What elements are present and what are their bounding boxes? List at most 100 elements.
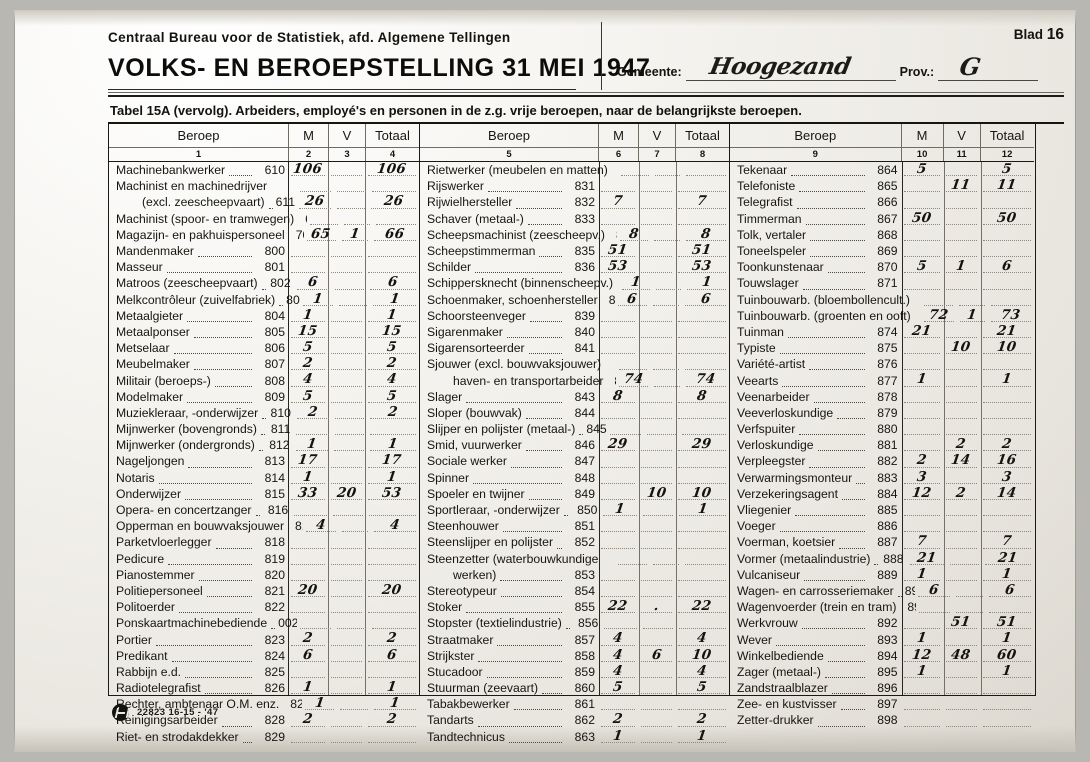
- total-count-cell[interactable]: 51: [980, 614, 1034, 631]
- male-count-cell[interactable]: 1: [901, 630, 943, 647]
- total-count-cell[interactable]: 8: [683, 226, 729, 243]
- total-count-cell[interactable]: [980, 275, 1034, 291]
- total-count-cell[interactable]: 5: [365, 388, 419, 405]
- male-count-cell[interactable]: 17: [288, 452, 328, 469]
- female-count-cell[interactable]: [337, 696, 370, 712]
- male-count-cell[interactable]: 1: [288, 469, 328, 486]
- male-count-cell[interactable]: [901, 518, 943, 534]
- male-count-cell[interactable]: [307, 211, 341, 227]
- female-count-cell[interactable]: [328, 243, 365, 259]
- total-count-cell[interactable]: 1: [676, 501, 729, 518]
- total-count-cell[interactable]: [675, 583, 729, 599]
- female-count-cell[interactable]: [943, 372, 980, 388]
- female-count-cell[interactable]: [328, 583, 365, 599]
- female-count-cell[interactable]: [332, 421, 367, 437]
- total-count-cell[interactable]: 6: [367, 274, 419, 291]
- male-count-cell[interactable]: 5: [288, 388, 328, 405]
- total-count-cell[interactable]: 2: [980, 436, 1034, 453]
- male-count-cell[interactable]: [901, 712, 943, 728]
- total-count-cell[interactable]: 11: [980, 177, 1034, 194]
- female-count-cell[interactable]: [638, 664, 675, 680]
- total-count-cell[interactable]: [365, 729, 419, 745]
- total-count-cell[interactable]: 53: [675, 258, 729, 275]
- total-count-cell[interactable]: 1: [365, 679, 419, 696]
- male-count-cell[interactable]: 106: [288, 161, 328, 178]
- male-count-cell[interactable]: 1: [302, 695, 338, 712]
- total-count-cell[interactable]: 2: [365, 630, 419, 647]
- male-count-cell[interactable]: 5: [288, 339, 328, 356]
- female-count-cell[interactable]: [328, 340, 365, 356]
- female-count-cell[interactable]: [947, 551, 982, 567]
- female-count-cell[interactable]: [328, 567, 365, 583]
- female-count-cell[interactable]: [943, 712, 980, 728]
- total-count-cell[interactable]: 60: [980, 647, 1034, 664]
- male-count-cell[interactable]: [297, 178, 334, 194]
- total-count-cell[interactable]: 106: [365, 161, 419, 178]
- total-count-cell[interactable]: [675, 340, 729, 356]
- total-count-cell[interactable]: 7: [980, 533, 1034, 550]
- total-count-cell[interactable]: [682, 551, 729, 567]
- female-count-cell[interactable]: [943, 227, 980, 243]
- female-count-cell[interactable]: [328, 680, 365, 696]
- total-count-cell[interactable]: 2: [365, 711, 419, 728]
- female-count-cell[interactable]: [638, 534, 675, 550]
- male-count-cell[interactable]: 1: [901, 663, 943, 680]
- male-count-cell[interactable]: 4: [288, 371, 328, 388]
- male-count-cell[interactable]: 7: [901, 533, 943, 550]
- male-count-cell[interactable]: [598, 211, 638, 227]
- female-count-cell[interactable]: [638, 243, 675, 259]
- female-count-cell[interactable]: [328, 534, 365, 550]
- male-count-cell[interactable]: [901, 275, 943, 291]
- female-count-cell[interactable]: [328, 162, 365, 178]
- female-count-cell[interactable]: [328, 631, 365, 647]
- total-count-cell[interactable]: [980, 421, 1034, 437]
- female-count-cell[interactable]: [943, 194, 980, 210]
- male-count-cell[interactable]: [598, 178, 638, 194]
- male-count-cell[interactable]: 2: [901, 452, 943, 469]
- female-count-cell[interactable]: [328, 372, 365, 388]
- total-count-cell[interactable]: [675, 405, 729, 421]
- female-count-cell[interactable]: [943, 211, 980, 227]
- male-count-cell[interactable]: 8: [598, 388, 638, 405]
- total-count-cell[interactable]: [675, 518, 729, 534]
- male-count-cell[interactable]: 1: [901, 371, 943, 388]
- female-count-cell[interactable]: [943, 680, 980, 696]
- total-count-cell[interactable]: 16: [980, 452, 1034, 469]
- total-count-cell[interactable]: [980, 502, 1034, 518]
- female-count-cell[interactable]: [328, 551, 365, 567]
- total-count-cell[interactable]: [675, 211, 729, 227]
- female-count-cell[interactable]: [652, 162, 683, 178]
- female-count-cell[interactable]: [653, 275, 684, 291]
- male-count-cell[interactable]: 6: [615, 291, 650, 308]
- female-count-cell[interactable]: [650, 292, 682, 308]
- total-count-cell[interactable]: 21: [980, 323, 1034, 340]
- female-count-cell[interactable]: [638, 453, 675, 469]
- male-count-cell[interactable]: 5: [598, 679, 638, 696]
- male-count-cell[interactable]: 7: [598, 193, 638, 210]
- total-count-cell[interactable]: [980, 227, 1034, 243]
- female-count-cell[interactable]: [650, 551, 682, 567]
- total-count-cell[interactable]: 1: [980, 663, 1034, 680]
- male-count-cell[interactable]: [901, 227, 943, 243]
- female-count-cell[interactable]: [956, 292, 987, 308]
- female-count-cell[interactable]: [328, 599, 365, 615]
- total-count-cell[interactable]: 1: [980, 566, 1034, 583]
- total-count-cell[interactable]: [365, 551, 419, 567]
- male-count-cell[interactable]: [601, 615, 640, 631]
- male-count-cell[interactable]: 6: [294, 274, 332, 291]
- female-count-cell[interactable]: [334, 178, 368, 194]
- total-count-cell[interactable]: [675, 453, 729, 469]
- male-count-cell[interactable]: [598, 583, 638, 599]
- female-count-cell[interactable]: [943, 389, 980, 405]
- total-count-cell[interactable]: 5: [365, 339, 419, 356]
- total-count-cell[interactable]: 10: [980, 339, 1034, 356]
- male-count-cell[interactable]: 1: [293, 436, 332, 453]
- female-count-cell[interactable]: [328, 389, 365, 405]
- male-count-cell[interactable]: 3: [901, 469, 943, 486]
- male-count-cell[interactable]: [598, 567, 638, 583]
- total-count-cell[interactable]: [980, 680, 1034, 696]
- total-count-cell[interactable]: 2: [675, 711, 729, 728]
- female-count-cell[interactable]: [644, 421, 679, 437]
- total-count-cell[interactable]: 10: [675, 485, 729, 502]
- male-count-cell[interactable]: [288, 729, 328, 745]
